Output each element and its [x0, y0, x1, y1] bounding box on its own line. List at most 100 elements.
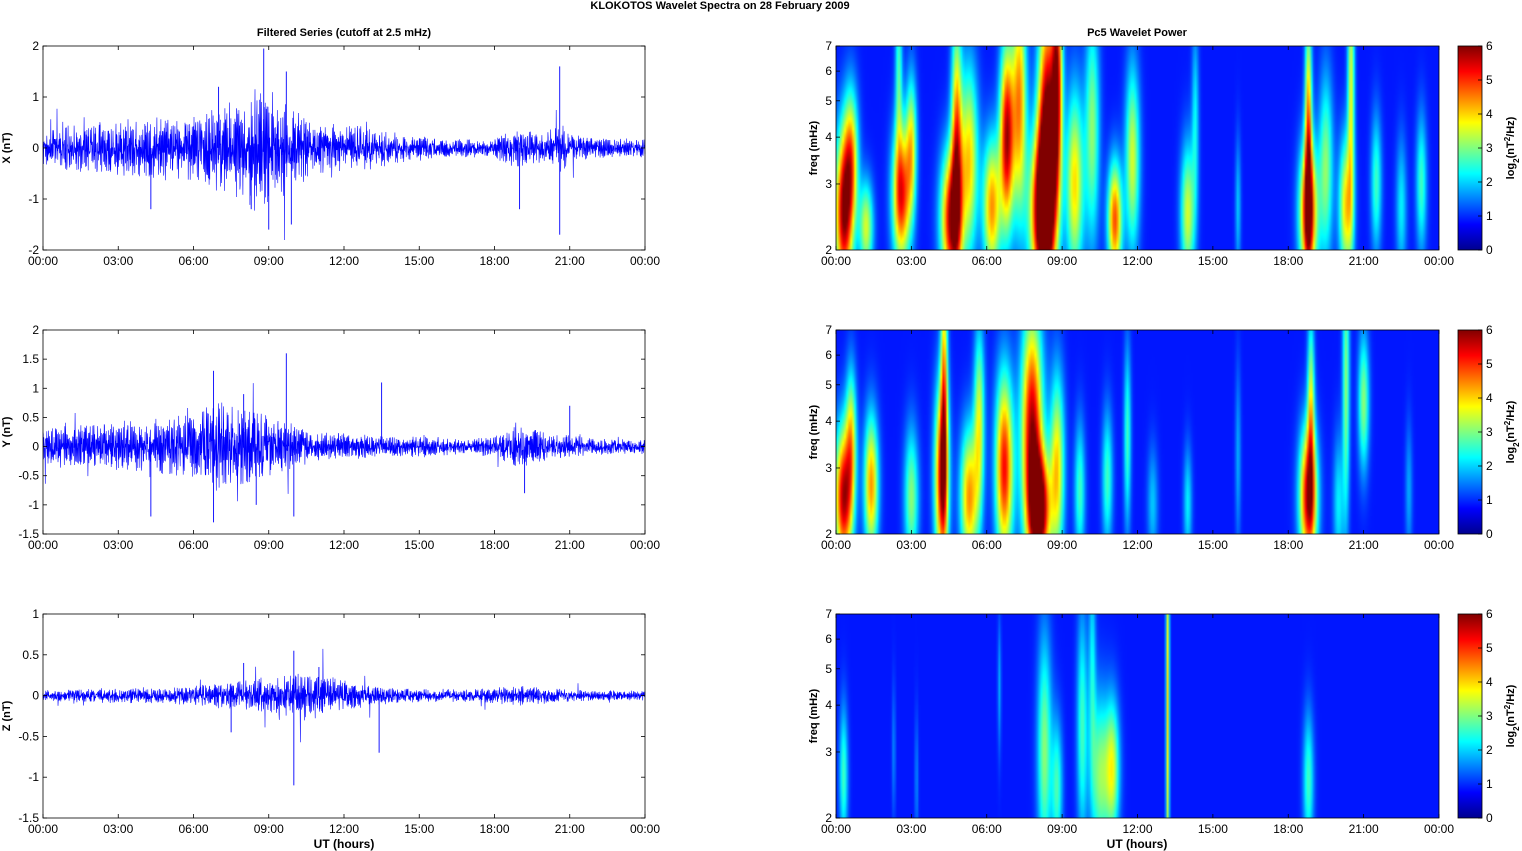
spec-z-ytick-label: 5: [825, 662, 832, 676]
spec-y-colorbar-tick-label: 6: [1486, 323, 1493, 337]
ts-x-ylabel: X (nT): [1, 132, 13, 163]
ts-z-frame: [42, 613, 646, 819]
ts-z-xtick-label: 12:00: [329, 822, 359, 836]
spec-y-colorbar-tick-label: 3: [1486, 425, 1493, 439]
ts-y-xtick-label: 21:00: [555, 538, 585, 552]
spec-z-xtick-label: 00:00: [821, 822, 851, 836]
ts-z-xtick-label: 06:00: [178, 822, 208, 836]
spec-x-xtick-label: 06:00: [972, 254, 1002, 268]
spec-x-xtick-label: 18:00: [1273, 254, 1303, 268]
spec-z-xtick-label: 21:00: [1349, 822, 1379, 836]
ts-x-xtick-label: 09:00: [254, 254, 284, 268]
spec-y-colorbar-tick-label: 2: [1486, 459, 1493, 473]
spec-z-colorbar-tick-label: 0: [1486, 811, 1493, 825]
ts-z-ytick-label: 0.5: [22, 648, 39, 662]
ts-y-xtick-label: 06:00: [178, 538, 208, 552]
ts-z-ytick-label: -0.5: [18, 729, 39, 743]
ts-y-ytick-label: 2: [32, 323, 39, 337]
spec-z-ytick-label: 4: [825, 698, 832, 712]
ts-z-xtick-label: 21:00: [555, 822, 585, 836]
spec-x-power-map: [836, 46, 1439, 250]
ts-y-xtick-label: 00:00: [630, 538, 660, 552]
spec-y-ytick-label: 7: [825, 323, 832, 337]
spec-x-colorbar-label: log2(nT2/Hz): [1503, 116, 1521, 179]
spec-x-ytick-label: 5: [825, 94, 832, 108]
ts-y-ytick-label: -1: [28, 498, 39, 512]
spec-x-xtick-label: 15:00: [1198, 254, 1228, 268]
ts-x-trace: [42, 89, 646, 241]
ts-x-xtick-label: 00:00: [630, 254, 660, 268]
ts-x-ytick-label: 1: [32, 90, 39, 104]
spec-z-ytick-label: 6: [825, 632, 832, 646]
spec-y-colorbar-tick-label: 1: [1486, 493, 1493, 507]
spec-x-colorbar-tick-label: 0: [1486, 243, 1493, 257]
spec-x-colorbar-tick-label: 3: [1486, 141, 1493, 155]
ts-z-trace: [42, 648, 646, 743]
spec-x-ylabel: freq (mHz): [808, 120, 820, 175]
ts-z-xtick-label: 09:00: [254, 822, 284, 836]
ts-y-ytick-label: 1.5: [22, 352, 39, 366]
ts-y-ytick-label: 0.5: [22, 410, 39, 424]
ts-y-xtick-label: 15:00: [404, 538, 434, 552]
spec-x-colorbar-tick-label: 2: [1486, 175, 1493, 189]
ts-x-xtick-label: 03:00: [103, 254, 133, 268]
spec-y-xtick-label: 18:00: [1273, 538, 1303, 552]
spec-y-power-map: [836, 330, 1439, 534]
spec-x-colorbar-tick-label: 4: [1486, 107, 1493, 121]
spec-x-ytick-label: 7: [825, 39, 832, 53]
timeseries-panel-x: -2 -1 0 1 2 00:00 03:00 06:00 09:00 12:00 15:00 18:…: [1, 39, 660, 268]
ts-z-xtick-label: 18:00: [479, 822, 509, 836]
ts-z-ytick-label: -1: [28, 770, 39, 784]
ts-y-ytick-label: -0.5: [18, 469, 39, 483]
ts-x-xtick-label: 06:00: [178, 254, 208, 268]
spec-z-ytick-label: 2: [825, 811, 832, 825]
spec-y-colorbar-tick-label: 4: [1486, 391, 1493, 405]
spec-z-xtick-label: 12:00: [1122, 822, 1152, 836]
spec-z-xtick-label: 03:00: [896, 822, 926, 836]
spec-z-colorbar-tick-label: 5: [1486, 641, 1493, 655]
ts-x-ytick-label: 2: [32, 39, 39, 53]
spec-y-xtick-label: 09:00: [1047, 538, 1077, 552]
ts-z-ytick-label: 0: [32, 689, 39, 703]
ts-y-ylabel: Y (nT): [1, 416, 13, 447]
ts-z-ytick-label: 1: [32, 607, 39, 621]
ts-y-ytick-label: -1.5: [18, 527, 39, 541]
spec-z-colorbar-label: log2(nT2/Hz): [1503, 684, 1521, 747]
spec-x-xtick-label: 09:00: [1047, 254, 1077, 268]
x-axis-label-left: UT (hours): [314, 837, 375, 851]
ts-x-xtick-label: 21:00: [555, 254, 585, 268]
ts-y-xtick-label: 09:00: [254, 538, 284, 552]
spec-y-xtick-label: 00:00: [1424, 538, 1454, 552]
figure-title: KLOKOTOS Wavelet Spectra on 28 February …: [590, 0, 849, 12]
spec-y-ytick-label: 4: [825, 414, 832, 428]
spec-z-colorbar-tick-label: 1: [1486, 777, 1493, 791]
spec-x-xtick-label: 03:00: [896, 254, 926, 268]
spec-x-xtick-label: 12:00: [1122, 254, 1152, 268]
spec-y-xtick-label: 00:00: [821, 538, 851, 552]
spec-z-colorbar-tick-label: 4: [1486, 675, 1493, 689]
spec-y-xtick-label: 15:00: [1198, 538, 1228, 552]
spec-x-colorbar-tick-label: 5: [1486, 73, 1493, 87]
spectrogram-panel-y: 2 3 4 5 6 7 00:00 03:00 06:00 09:00 12:00 15:00 18:0…: [808, 323, 1521, 552]
spec-z-xtick-label: 18:00: [1273, 822, 1303, 836]
spec-z-ytick-label: 7: [825, 607, 832, 621]
spec-z-power-map: [836, 614, 1439, 818]
ts-z-ytick-label: -1.5: [18, 811, 39, 825]
spec-x-xtick-label: 00:00: [821, 254, 851, 268]
spec-y-ytick-label: 5: [825, 378, 832, 392]
ts-y-xtick-label: 12:00: [329, 538, 359, 552]
spec-y-ylabel: freq (mHz): [808, 404, 820, 459]
ts-x-ytick-label: -1: [28, 192, 39, 206]
spec-x-ytick-label: 3: [825, 177, 832, 191]
spec-z-colorbar-tick-label: 2: [1486, 743, 1493, 757]
spec-z-colorbar-tick-label: 3: [1486, 709, 1493, 723]
ts-x-ytick-label: 0: [32, 141, 39, 155]
right-column-title: Pc5 Wavelet Power: [1087, 27, 1188, 39]
spec-z-xtick-label: 15:00: [1198, 822, 1228, 836]
ts-y-trace: [42, 383, 646, 502]
timeseries-panel-z: -1.5 -1 -0.5 0 0.5 1 00:00 03:00 06:00 09:00 12:00…: [1, 607, 660, 836]
ts-z-xtick-label: 00:00: [630, 822, 660, 836]
ts-x-xtick-label: 18:00: [479, 254, 509, 268]
spec-x-ytick-label: 4: [825, 130, 832, 144]
